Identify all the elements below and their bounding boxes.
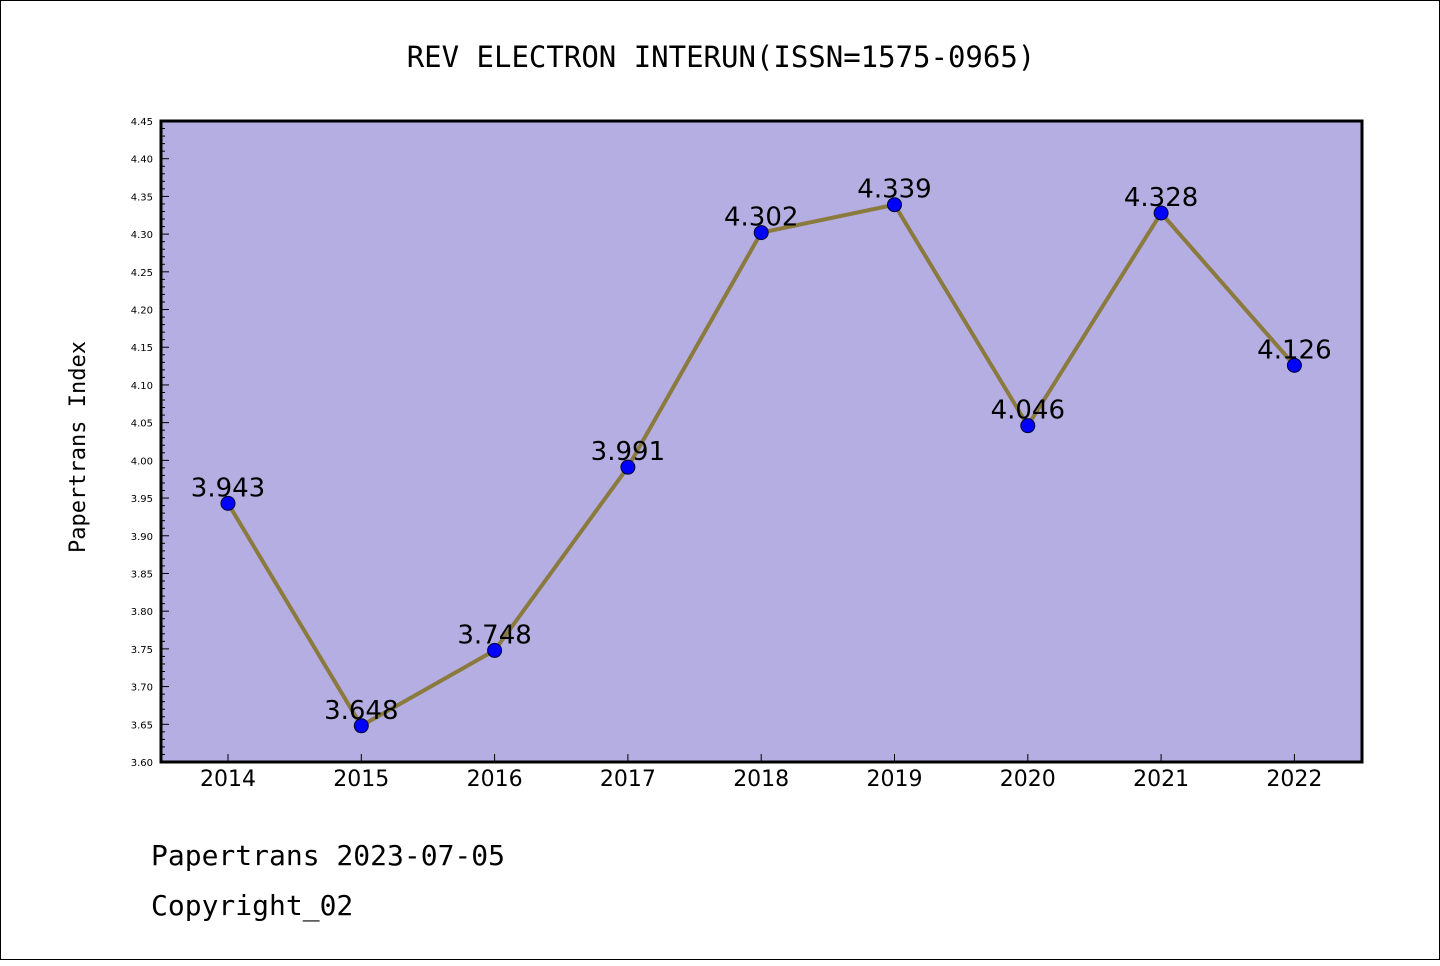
data-point: [1286, 357, 1302, 373]
x-tick-label: 2022: [1266, 767, 1322, 792]
y-tick-label: 4.25: [131, 268, 153, 279]
data-label: 3.648: [324, 696, 398, 726]
data-point: [1153, 205, 1169, 221]
data-label: 4.328: [1124, 183, 1198, 213]
x-axis: 2014 2015 2016 2017 2018 2019 2020 2021 2022: [200, 754, 1322, 792]
footer-date: Papertrans 2023-07-05: [151, 839, 505, 872]
x-tick-label: 2016: [467, 767, 523, 792]
y-tick-label: 4.40: [131, 155, 153, 166]
series-group: 3.943 3.648 3.748 3.991 4.302 4.339 4.046 4.328…: [191, 175, 1332, 734]
y-tick-label: 4.30: [131, 230, 153, 241]
y-axis-label: Papertrans Index: [66, 341, 91, 553]
data-point: [1020, 418, 1036, 434]
y-tick-label: 3.85: [131, 569, 153, 580]
data-point: [487, 642, 503, 658]
x-tick-label: 2021: [1133, 767, 1189, 792]
data-label: 3.943: [191, 473, 265, 503]
y-tick-label: 4.15: [131, 343, 153, 354]
data-label: 3.748: [457, 620, 531, 650]
data-point: [753, 225, 769, 241]
data-point: [220, 495, 236, 511]
y-tick-label: 3.70: [131, 683, 153, 694]
footer-copyright: Copyright_02: [151, 889, 353, 923]
data-label: 4.302: [724, 203, 798, 233]
data-point: [887, 197, 902, 213]
data-label: 4.046: [991, 396, 1065, 426]
y-tick-label: 3.65: [131, 720, 153, 731]
data-label: 3.991: [591, 437, 665, 467]
y-tick-label: 4.00: [131, 456, 153, 467]
y-tick-label: 3.60: [131, 758, 153, 769]
y-tick-label: 4.10: [131, 381, 153, 392]
y-tick-label: 3.80: [131, 607, 153, 618]
y-tick-label: 3.90: [131, 532, 153, 543]
data-point: [353, 718, 369, 734]
data-label: 4.126: [1257, 335, 1331, 365]
y-tick-label: 4.20: [131, 306, 153, 317]
x-tick-label: 2020: [1000, 767, 1056, 792]
chart-title: REV ELECTRON INTERUN(ISSN=1575-0965): [407, 40, 1036, 74]
x-tick-label: 2017: [600, 767, 656, 792]
y-tick-label: 3.95: [131, 494, 153, 505]
data-label: 4.339: [857, 175, 931, 205]
y-tick-label: 4.45: [131, 117, 153, 128]
y-axis: 3.60 3.65 3.70 3.75 3.80 3.85 3.90 3.95 4.00 4.05…: [131, 117, 169, 769]
data-point: [620, 459, 636, 475]
x-tick-label: 2019: [867, 767, 923, 792]
y-tick-label: 3.75: [131, 645, 153, 656]
x-tick-label: 2015: [333, 767, 389, 792]
y-tick-label: 4.05: [131, 419, 153, 430]
y-tick-label: 4.35: [131, 192, 153, 203]
x-tick-label: 2014: [200, 767, 256, 792]
x-tick-label: 2018: [733, 767, 789, 792]
